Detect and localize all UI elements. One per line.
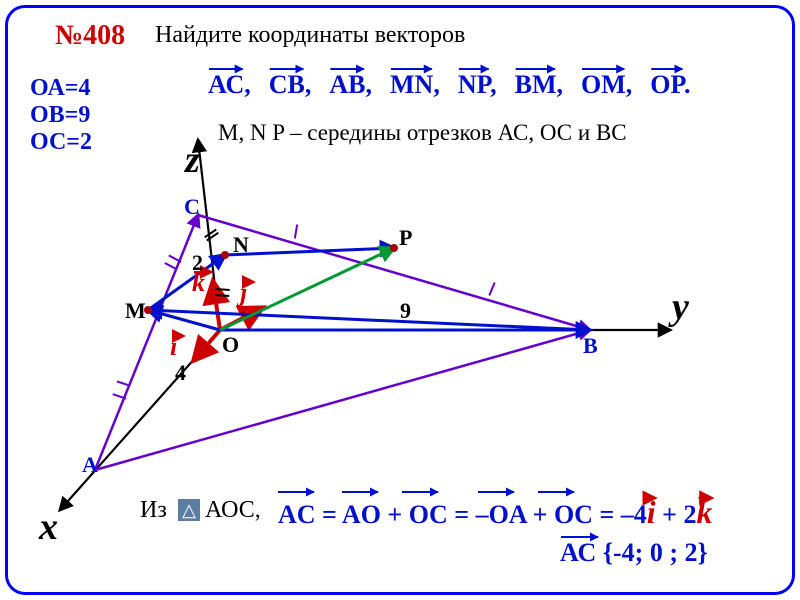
answer: АС {-4; 0 ; 2}	[560, 538, 708, 568]
task-text: Найдите координаты векторов	[155, 22, 465, 49]
label-B: B	[583, 333, 598, 359]
midpoints-text: M, N P – середины отрезков АС, ОС и ВС	[218, 120, 627, 146]
vector-name: АС,	[208, 70, 251, 99]
label-O: O	[222, 332, 239, 358]
given-oc: ОС=2	[30, 129, 92, 156]
axis-x: x	[39, 505, 58, 549]
solution-prefix: Из	[140, 497, 167, 524]
vector-name: MN,	[390, 70, 440, 99]
vector-name: АВ,	[329, 70, 372, 99]
label-C: C	[184, 194, 200, 220]
vector-list: АС, СВ, АВ, MN, NP, BM, OM, OP.	[208, 70, 709, 100]
vector-name: OM,	[581, 70, 632, 99]
label-N: N	[233, 232, 249, 258]
unit-i: i	[170, 332, 177, 362]
label-A: A	[82, 452, 98, 478]
vector-name: СВ,	[269, 70, 312, 99]
equation: AC = AO + OC = –OA + OC = –4i + 2k	[278, 494, 712, 531]
given-ob: ОВ=9	[30, 102, 90, 129]
label-M: M	[125, 298, 146, 324]
unit-k: k	[192, 268, 205, 298]
vector-name: OP.	[650, 70, 690, 99]
label-P: P	[399, 225, 412, 251]
unit-j: j	[240, 278, 247, 308]
triangle-name: АОС,	[205, 497, 261, 524]
given-oa: ОА=4	[30, 75, 90, 102]
axis-y: y	[672, 285, 689, 329]
triangle-icon: △	[178, 499, 200, 521]
value-4: 4	[175, 360, 186, 386]
vector-name: BM,	[515, 70, 563, 99]
vector-name: NP,	[458, 70, 497, 99]
value-9: 9	[400, 298, 411, 324]
axis-z: z	[185, 138, 200, 182]
problem-number: №408	[55, 20, 125, 52]
